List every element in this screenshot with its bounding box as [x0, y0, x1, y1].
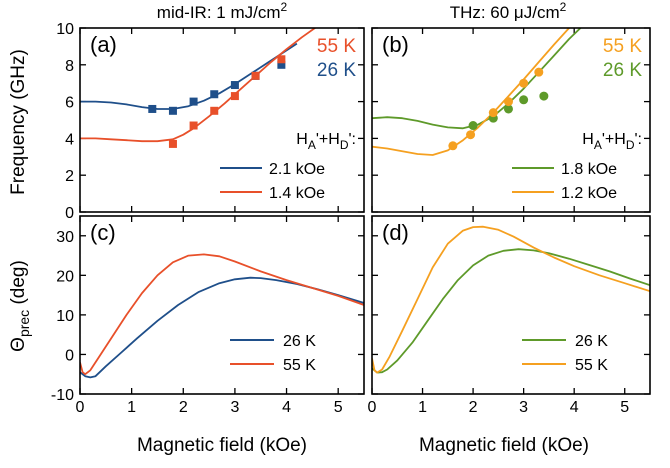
data-point — [189, 97, 198, 106]
series-line — [372, 28, 571, 156]
x-tick-label: 4 — [282, 399, 291, 416]
y-tick-label: 30 — [56, 229, 74, 246]
plot-frame — [371, 27, 651, 213]
plot-area — [372, 28, 582, 156]
panel-b: (b) 55 K 26 K HA'+HD': 1.8 kOe 1.2 kOe — [371, 27, 651, 213]
series-line — [372, 225, 650, 374]
x-tick-label: 1 — [127, 399, 136, 416]
data-point — [448, 141, 458, 151]
data-point — [210, 90, 219, 99]
data-point — [534, 67, 544, 77]
top-y-axis-label: Frequency (GHz) — [8, 49, 29, 195]
x-tick-label: 3 — [519, 399, 528, 416]
series-line — [80, 28, 317, 143]
y-tick-label: 4 — [65, 131, 74, 148]
y-tick-label: 2 — [65, 168, 74, 185]
x-axis-label-left: Magnetic field (kOe) — [137, 435, 307, 456]
x-tick-label: 3 — [230, 399, 239, 416]
legend-label: 55 K — [575, 357, 608, 374]
legend-label: 1.4 kOe — [269, 185, 325, 202]
data-point — [230, 81, 239, 90]
plot-frame — [371, 215, 651, 395]
data-point — [251, 71, 260, 80]
y-tick-label: 10 — [56, 308, 74, 325]
data-point — [210, 106, 219, 115]
data-point — [277, 55, 286, 64]
x-tick-label: 5 — [334, 399, 343, 416]
legend-title: HA'+HD': — [582, 131, 642, 152]
legend-title: HA'+HD': — [296, 131, 356, 152]
legend-label: 1.2 kOe — [561, 185, 617, 202]
bottom-y-axis-label: Θprec (deg) — [8, 260, 32, 352]
data-point — [488, 108, 498, 118]
series-line — [80, 276, 364, 379]
y-tick-label: 20 — [56, 268, 74, 285]
panel-label: (b) — [382, 32, 409, 57]
legend-label: 1.8 kOe — [561, 161, 617, 178]
legend-label: 55 K — [283, 357, 316, 374]
panel-label: (a) — [90, 32, 117, 57]
data-point — [503, 104, 513, 114]
series-line — [80, 42, 298, 110]
plot-area — [80, 253, 364, 379]
plot-area — [372, 225, 650, 374]
left-title: mid-IR: 1 mJ/cm2 — [157, 0, 288, 22]
data-point — [468, 121, 478, 131]
panel-a: 0 2 4 6 8 10 (a) 55 K 26 K HA'+HD': 2.1 kOe 1.4 kOe — [56, 21, 365, 222]
y-tick-label: -10 — [51, 387, 74, 404]
data-point — [168, 106, 177, 115]
temperature-label: 26 K — [603, 60, 642, 81]
series-line — [372, 28, 582, 130]
right-title: THz: 60 μJ/cm2 — [450, 0, 567, 22]
data-point — [277, 60, 286, 69]
data-point — [466, 130, 476, 140]
x-tick-label: 0 — [76, 399, 85, 416]
x-axis-label-right: Magnetic field (kOe) — [419, 435, 589, 456]
plot-area — [80, 28, 317, 148]
y-tick-label: 8 — [65, 58, 74, 75]
x-tick-label: 1 — [418, 399, 427, 416]
data-point — [539, 91, 549, 101]
y-tick-label: 6 — [65, 95, 74, 112]
y-tick-label: 0 — [65, 347, 74, 364]
y-tick-label: 0 — [65, 205, 74, 222]
x-tick-label: 4 — [570, 399, 579, 416]
panel-label: (d) — [382, 220, 409, 245]
panel-label: (c) — [90, 220, 116, 245]
legend-label: 26 K — [575, 333, 608, 350]
series-line — [372, 248, 650, 374]
legend-label: 26 K — [283, 333, 316, 350]
plot-frame — [79, 215, 365, 395]
data-point — [519, 78, 529, 88]
x-tick-label: 2 — [179, 399, 188, 416]
y-tick-label: 10 — [56, 21, 74, 38]
data-point — [519, 95, 529, 105]
data-point — [189, 121, 198, 130]
x-tick-label: 2 — [469, 399, 478, 416]
data-point — [148, 104, 157, 113]
data-point — [503, 97, 513, 107]
series-line — [80, 253, 364, 376]
legend-label: 2.1 kOe — [269, 161, 325, 178]
panel-d: 0 1 2 3 4 5 (d) 26 K 55 K — [368, 215, 651, 416]
data-point — [230, 92, 239, 101]
temperature-label: 55 K — [317, 36, 356, 57]
x-tick-label: 0 — [368, 399, 377, 416]
plot-frame — [79, 27, 365, 213]
temperature-label: 26 K — [317, 60, 356, 81]
data-point — [168, 139, 177, 148]
x-tick-label: 5 — [620, 399, 629, 416]
temperature-label: 55 K — [603, 36, 642, 57]
